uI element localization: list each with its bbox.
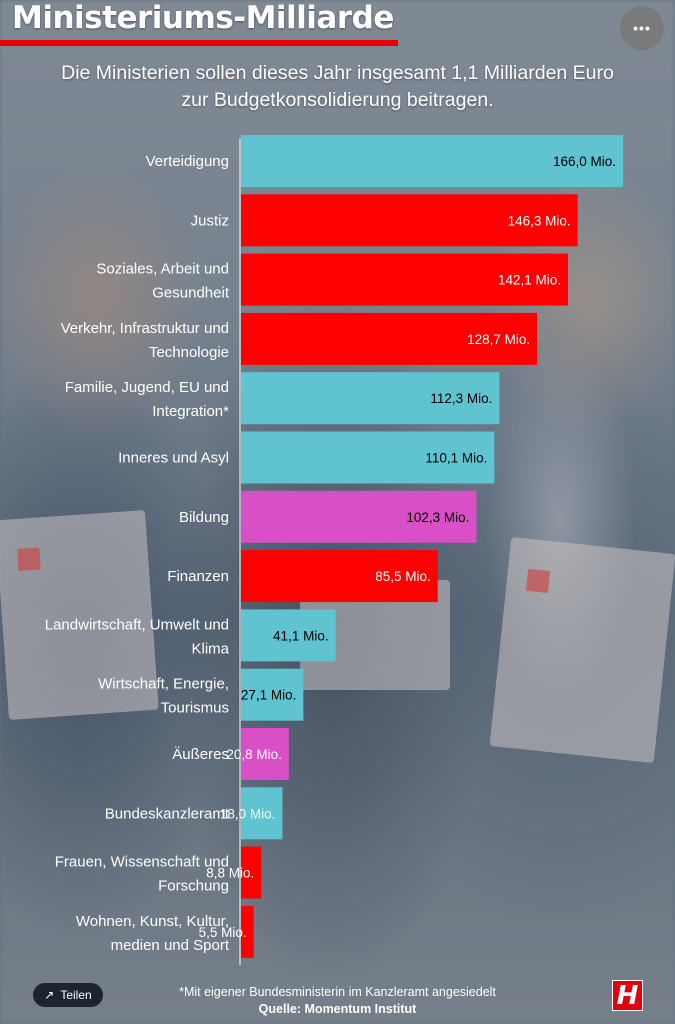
bar-value-label: 142,1 Mio. [498, 273, 561, 288]
bar-value-label: 27,1 Mio. [241, 688, 297, 703]
bar-value-label: 110,1 Mio. [425, 451, 487, 466]
bar [241, 253, 569, 306]
category-label: Klima [191, 640, 229, 657]
bar [241, 431, 495, 484]
bar [241, 728, 289, 780]
bar-value-label: 85,5 Mio. [375, 569, 431, 584]
bar-value-label: 112,3 Mio. [430, 391, 492, 406]
category-label: medien und Sport [111, 937, 230, 954]
subtitle-line: zur Budgetkonsolidierung beitragen. [181, 89, 494, 111]
category-label: Bildung [179, 509, 229, 526]
bar [241, 668, 304, 721]
bar [241, 846, 262, 899]
category-label: Landwirtschaft, Umwelt und [45, 616, 229, 633]
category-label: Forschung [158, 878, 229, 895]
title-underline [0, 0, 398, 46]
bar [241, 490, 477, 543]
bar [241, 609, 336, 662]
bar [241, 787, 283, 840]
bar-value-label: 5,5 Mio. [199, 925, 247, 940]
brand-logo: H [612, 980, 643, 1011]
bar [241, 550, 438, 603]
category-label: Wirtschaft, Energie, [98, 676, 229, 693]
bar [241, 905, 254, 958]
bar [241, 372, 500, 425]
bar-value-label: 20,8 Mio. [226, 747, 282, 762]
share-button[interactable]: ↗ Teilen [33, 983, 103, 1007]
category-label: Verkehr, Infrastruktur und [61, 320, 229, 337]
bar-value-label: 166,0 Mio. [553, 154, 616, 169]
subtitle-line: Die Ministerien sollen dieses Jahr insge… [61, 62, 614, 84]
bar-value-label: 102,3 Mio. [406, 510, 469, 525]
more-options-button[interactable]: ••• [620, 6, 664, 50]
category-label: Soziales, Arbeit und [96, 261, 229, 278]
category-label: Inneres und Asyl [118, 450, 229, 467]
bar-value-label: 41,1 Mio. [273, 628, 329, 643]
category-label: Familie, Jugend, EU und [65, 379, 229, 396]
bar-value-label: 18,0 Mio. [220, 806, 276, 821]
share-icon: ↗ [44, 988, 55, 1002]
category-label: Äußeres [172, 746, 229, 763]
category-label: Tourismus [161, 700, 229, 717]
category-label: Integration* [152, 403, 229, 420]
footnote: *Mit eigener Bundesministerin im Kanzler… [179, 985, 496, 999]
category-label: Bundeskanzleramt [105, 805, 230, 822]
bar-value-label: 146,3 Mio. [508, 213, 571, 228]
category-label: Finanzen [167, 568, 229, 585]
bar [241, 312, 538, 365]
chart-subtitle: Die Ministerien sollen dieses Jahr insge… [0, 60, 675, 114]
share-label: Teilen [60, 988, 92, 1002]
category-label: Verteidigung [146, 153, 229, 170]
bar-value-label: 128,7 Mio. [467, 332, 530, 347]
category-label: Frauen, Wissenschaft und [55, 854, 229, 871]
source-credit: Quelle: Momentum Institut [258, 1002, 417, 1016]
bar [241, 135, 623, 187]
category-label: Wohnen, Kunst, Kultur, [76, 913, 229, 930]
chart-title: Ministeriums-Milliarde [12, 0, 394, 36]
bar-value-label: 8,8 Mio. [206, 866, 254, 881]
bar [241, 194, 578, 247]
category-label: Justiz [191, 212, 229, 229]
category-label: Technologie [149, 344, 229, 361]
more-dots-icon: ••• [633, 20, 651, 36]
category-label: Gesundheit [152, 285, 230, 302]
